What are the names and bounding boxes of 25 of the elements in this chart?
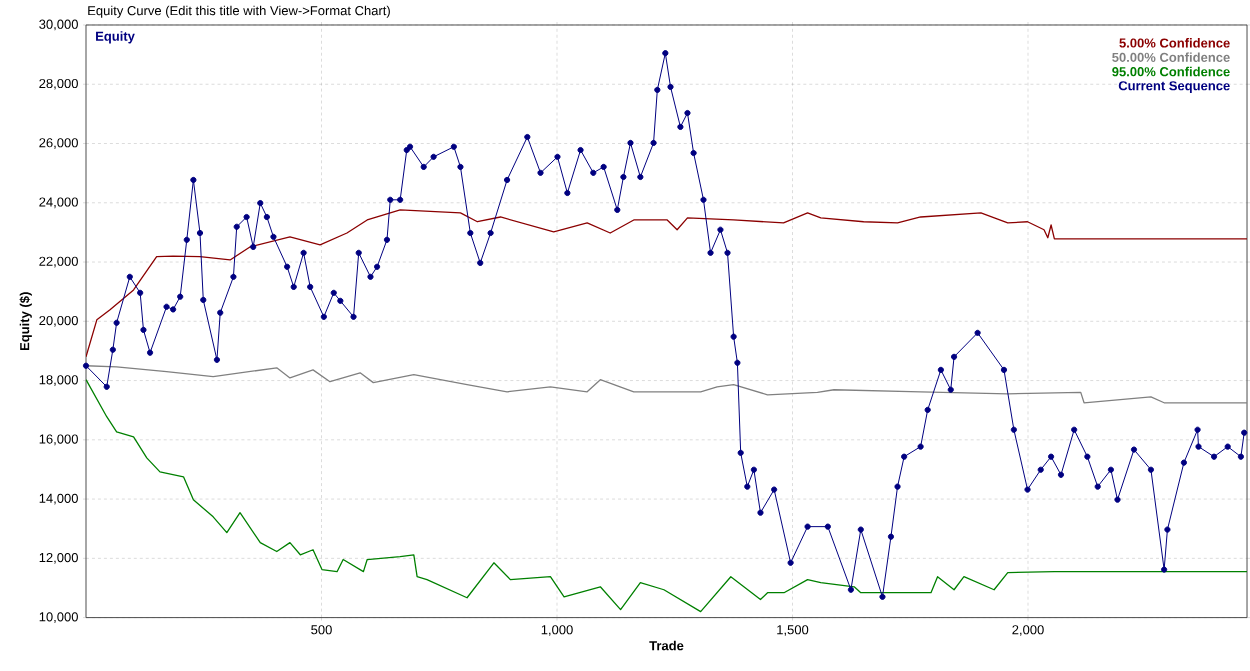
y-tick-label: 20,000 <box>39 315 78 327</box>
chart-title: Equity Curve (Edit this title with View->Format Chart) <box>88 5 390 18</box>
line-series <box>86 379 1248 613</box>
y-tick-label: 18,000 <box>39 375 78 386</box>
text: 95.00% Confidence <box>1112 66 1230 77</box>
y-tick-label: 14,000 <box>39 493 78 505</box>
y-tick-label: 16,000 <box>39 434 78 446</box>
y-tick-label: 28,000 <box>39 78 78 90</box>
y-tick-label: 22,000 <box>39 256 78 268</box>
y-tick-label: 12,000 <box>39 552 78 564</box>
annotation: Equity <box>96 31 135 44</box>
text: 5.00% Confidence <box>1119 38 1230 48</box>
line-series <box>86 209 1248 358</box>
x-tick-label: 2,000 <box>1012 625 1044 636</box>
x-tick-label: 500 <box>311 625 332 635</box>
y-axis-title: Equity ($) <box>19 292 32 351</box>
x-tick-label: 1,500 <box>777 625 809 636</box>
y-tick-label: 24,000 <box>39 197 78 209</box>
x-tick-label: 1,000 <box>541 625 573 636</box>
x-axis-title: Trade <box>649 640 684 651</box>
text: 50.00% Confidence <box>1112 52 1230 62</box>
text: Current Sequence <box>1118 81 1230 93</box>
y-tick-label: 10,000 <box>39 612 78 623</box>
y-tick-label: 30,000 <box>39 19 78 31</box>
y-tick-label: 26,000 <box>39 138 78 149</box>
